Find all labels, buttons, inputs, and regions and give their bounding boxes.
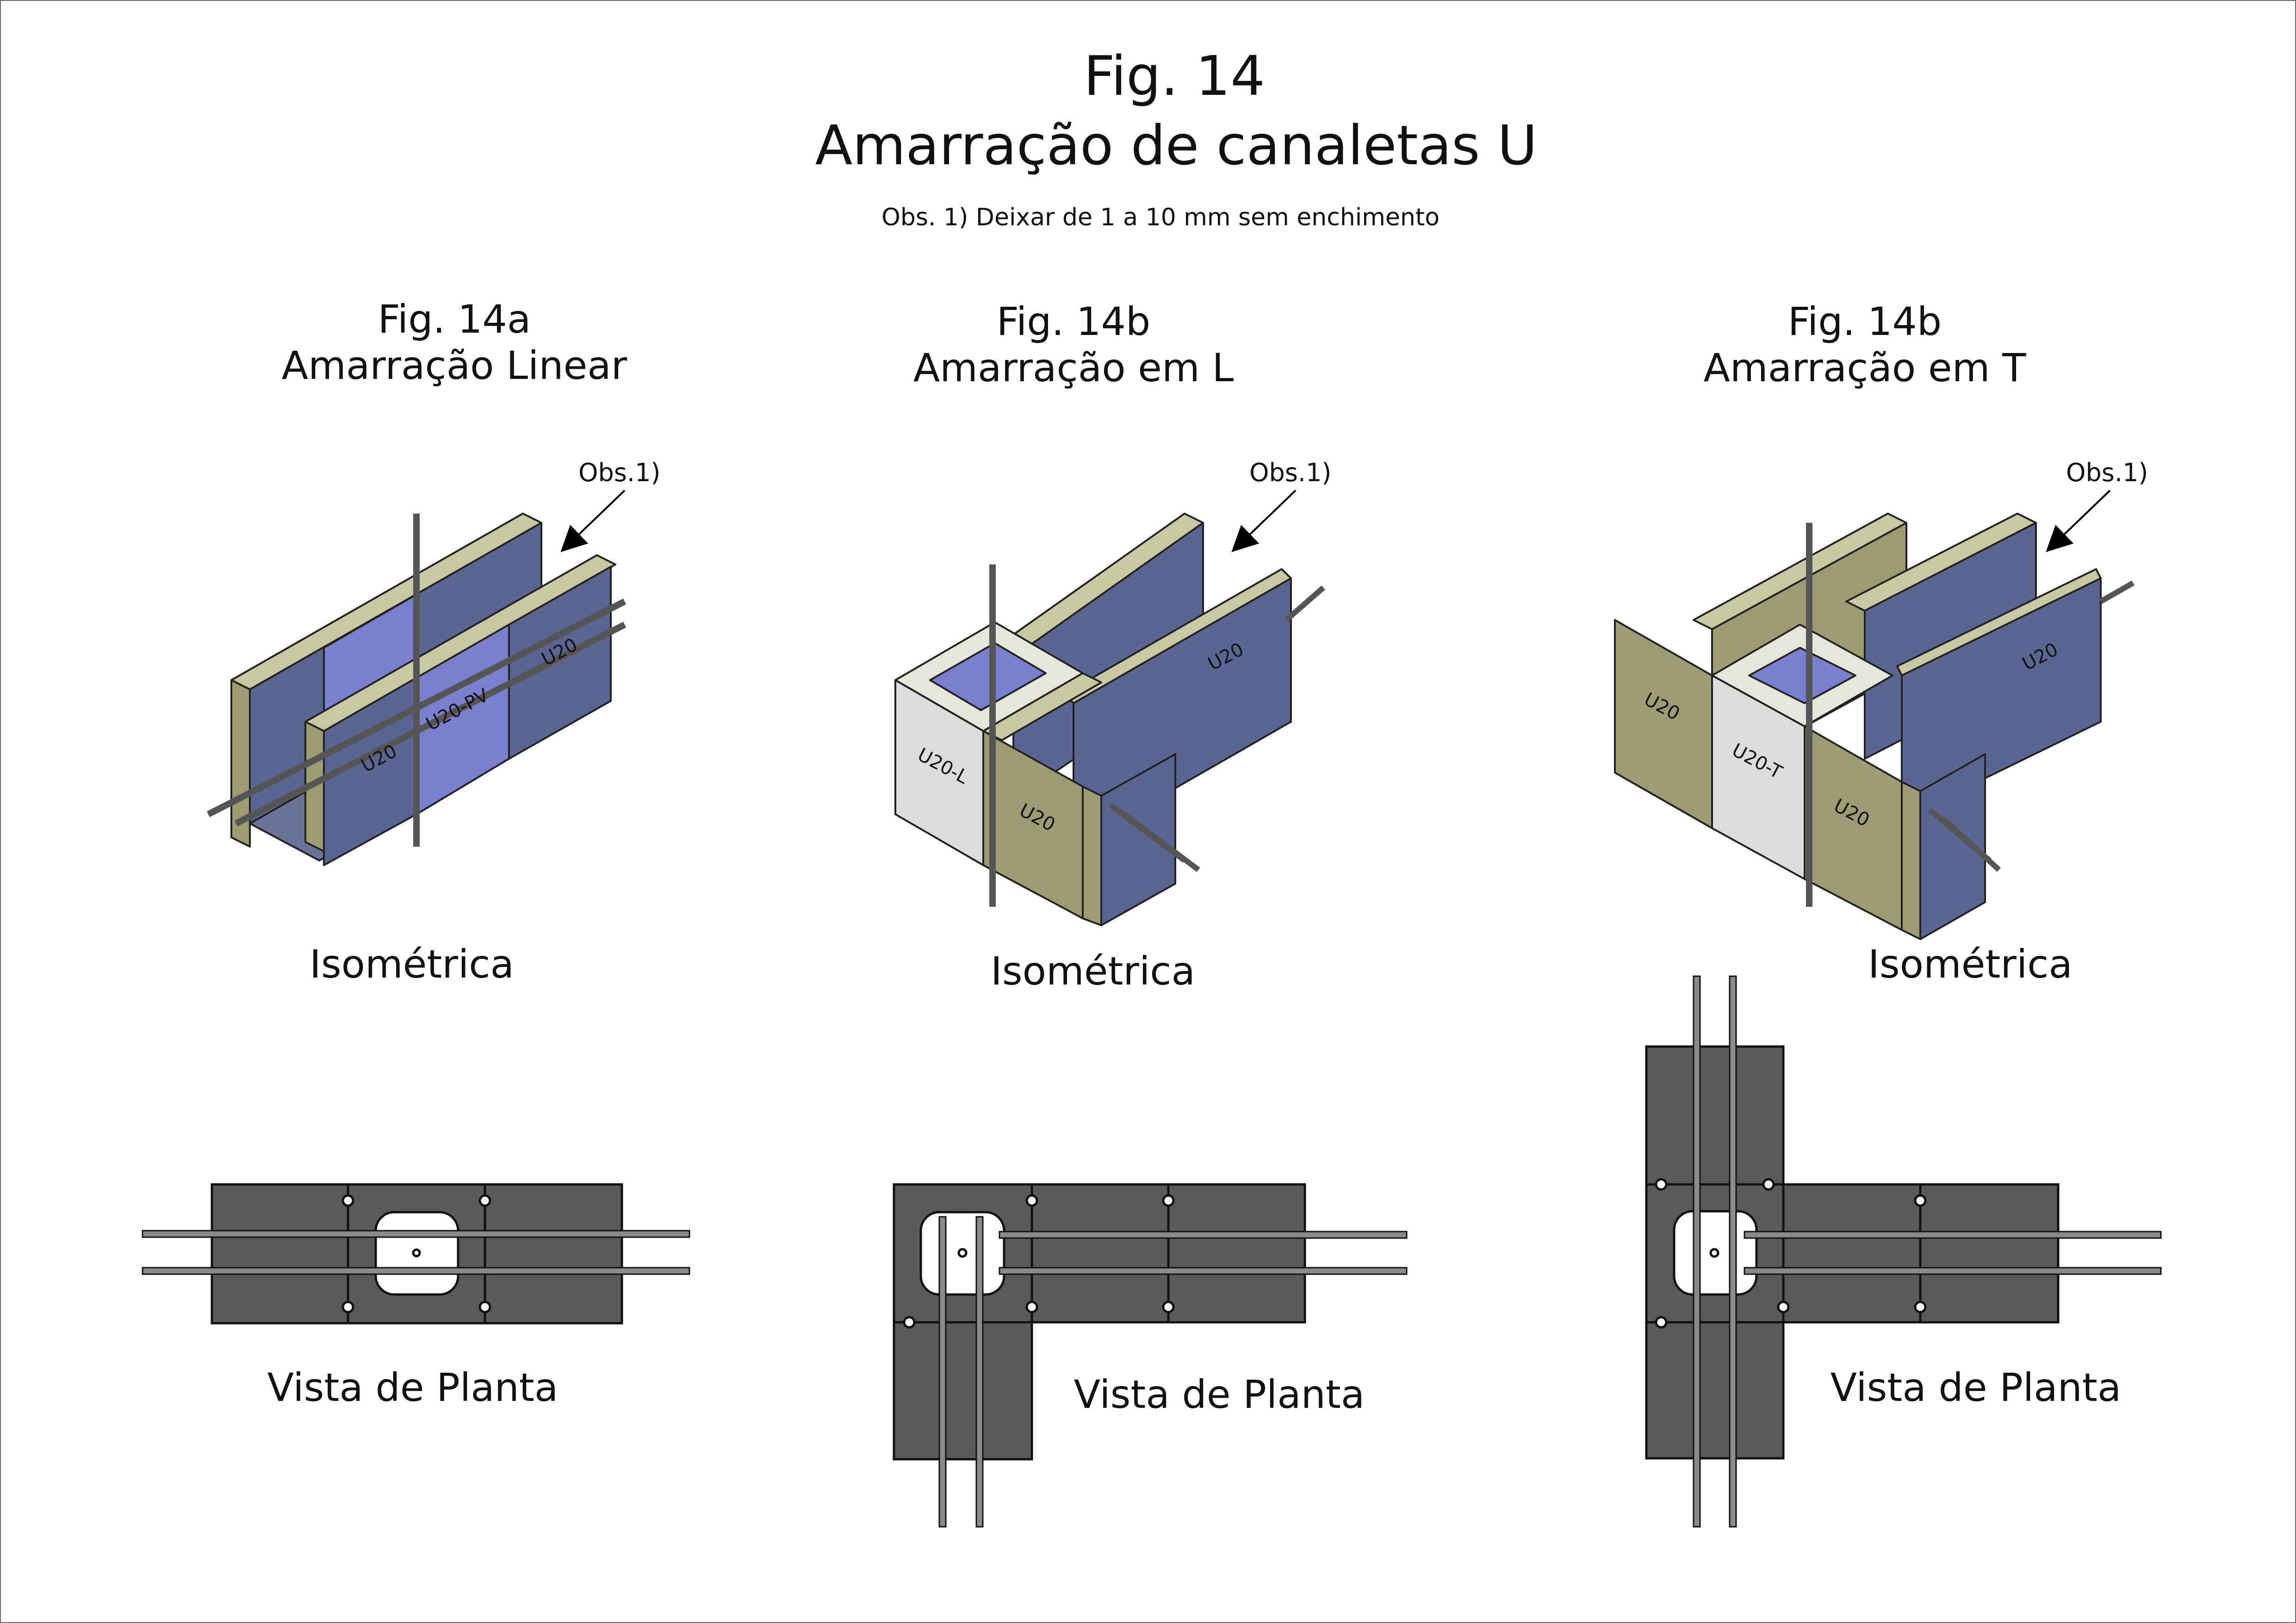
panel-a-plan-drawing bbox=[142, 1183, 690, 1325]
panel-b-isometric-drawing: U20-L U20 U20 bbox=[894, 489, 1325, 926]
panel-b-plan-drawing bbox=[893, 1183, 1408, 1528]
panel-c-plan-label: Vista de Planta bbox=[1830, 1365, 2122, 1410]
panel-c-isometric-drawing: U20 U20-T U20 U20 bbox=[1614, 489, 2135, 940]
panel-b-fig: Fig. 14b bbox=[996, 299, 1151, 344]
panel-c-plan-drawing bbox=[1645, 975, 2162, 1528]
panel-c-obs-label: Obs.1) bbox=[2066, 458, 2148, 487]
figure-number: Fig. 14 bbox=[1083, 44, 1266, 108]
panel-c-isometric-label: Isométrica bbox=[1868, 942, 2073, 987]
panel-a-heading: Fig. 14a Amarração Linear bbox=[282, 296, 627, 389]
panel-a-plan-label: Vista de Planta bbox=[267, 1365, 558, 1410]
panel-b-plan-label: Vista de Planta bbox=[1074, 1372, 1365, 1417]
panel-c-title: Amarração em T bbox=[1703, 345, 2026, 390]
panel-a-title: Amarração Linear bbox=[281, 343, 627, 388]
figure-title: Amarração de canaletas U bbox=[815, 113, 1538, 177]
panel-b-title: Amarração em L bbox=[913, 345, 1234, 390]
panel-b-obs-label: Obs.1) bbox=[1249, 458, 1332, 487]
panel-b-heading: Fig. 14b Amarração em L bbox=[913, 298, 1234, 391]
panel-a-fig: Fig. 14a bbox=[378, 297, 531, 342]
panel-a-isometric-drawing: U20 U20-PV U20 bbox=[206, 489, 627, 866]
panel-c-heading: Fig. 14b Amarração em T bbox=[1703, 298, 2026, 391]
observation-note: Obs. 1) Deixar de 1 a 10 mm sem enchimen… bbox=[881, 204, 1440, 231]
panel-c-fig: Fig. 14b bbox=[1787, 299, 1942, 344]
panel-a-obs-label: Obs.1) bbox=[578, 458, 661, 487]
panel-a-isometric-label: Isométrica bbox=[310, 942, 514, 987]
panel-b-isometric-label: Isométrica bbox=[991, 948, 1195, 994]
